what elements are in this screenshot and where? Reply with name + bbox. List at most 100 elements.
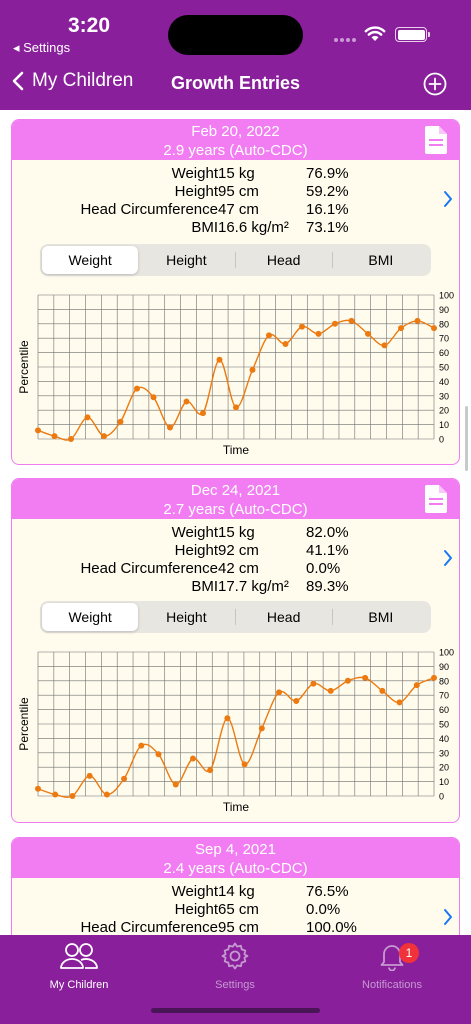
data-point <box>398 325 404 332</box>
status-time: 3:20 <box>68 14 111 37</box>
data-point <box>332 320 338 327</box>
chevron-right-icon[interactable] <box>443 549 453 567</box>
y-tick-label: 60 <box>439 705 449 715</box>
data-point <box>431 674 437 681</box>
entry-header: Feb 20, 2022 2.9 years (Auto-CDC) <box>12 120 459 160</box>
data-point <box>35 785 41 792</box>
scroll-indicator[interactable] <box>465 406 468 471</box>
entry-age: 2.7 years (Auto-CDC) <box>163 501 308 518</box>
y-tick-label: 50 <box>439 720 449 730</box>
data-point <box>327 687 334 694</box>
entry-header: Dec 24, 2021 2.7 years (Auto-CDC) <box>12 479 459 519</box>
metric-value: 15 kg <box>218 165 255 182</box>
metric-label: Head Circumference <box>80 919 218 935</box>
metric-percentile: 89.3% <box>306 578 349 595</box>
notification-badge: 1 <box>399 943 419 963</box>
metric-label: Head Circumference <box>80 201 218 218</box>
tab-notifications[interactable]: 1 Notifications <box>327 941 457 991</box>
data-point <box>310 680 317 687</box>
tab-label: My Children <box>49 979 109 991</box>
y-axis-label: Percentile <box>17 340 31 394</box>
status-back-to-settings[interactable]: ◂ Settings <box>13 40 71 55</box>
data-point <box>138 742 145 749</box>
metric-value: 16.6 kg/m² <box>218 219 289 236</box>
people-icon <box>60 943 98 969</box>
data-point <box>117 418 124 425</box>
x-axis-label: Time <box>223 443 250 457</box>
y-tick-label: 90 <box>439 305 449 315</box>
tab-my-children[interactable]: My Children <box>14 941 144 991</box>
metric-percentile: 16.1% <box>306 201 349 218</box>
entry-date: Sep 4, 2021 <box>195 841 276 858</box>
tab-settings[interactable]: Settings <box>170 941 300 991</box>
add-entry-button[interactable] <box>423 72 447 96</box>
tab-weight[interactable]: Weight <box>42 603 139 631</box>
metric-row: Head Circumference 95 cm 100.0% <box>12 919 459 935</box>
data-point <box>241 761 248 768</box>
y-tick-label: 80 <box>439 676 449 686</box>
metric-row: Head Circumference 42 cm 0.0% <box>12 560 459 578</box>
y-tick-label: 10 <box>439 420 449 430</box>
tab-label: Notifications <box>362 979 422 991</box>
entries-list[interactable]: Feb 20, 2022 2.9 years (Auto-CDC) Weight… <box>0 110 471 935</box>
home-indicator <box>151 1008 320 1013</box>
data-point <box>86 772 93 779</box>
metric-value: 65 cm <box>218 901 259 918</box>
metric-value: 15 kg <box>218 524 255 541</box>
metric-percentile: 82.0% <box>306 524 349 541</box>
chart-type-segmented-control: Weight Height Head BMI <box>40 601 431 633</box>
metric-label: Weight <box>171 524 218 541</box>
data-point <box>183 398 190 405</box>
metric-label: Weight <box>171 165 218 182</box>
metric-label: Height <box>174 901 218 918</box>
growth-entry-card[interactable]: Feb 20, 2022 2.9 years (Auto-CDC) Weight… <box>11 119 460 465</box>
metric-percentile: 76.5% <box>306 883 349 900</box>
entry-age: 2.9 years (Auto-CDC) <box>163 142 308 159</box>
document-icon[interactable] <box>425 485 447 513</box>
wifi-icon <box>364 26 386 41</box>
y-tick-label: 0 <box>439 792 444 802</box>
chevron-right-icon[interactable] <box>443 908 453 926</box>
entry-date: Dec 24, 2021 <box>190 482 281 499</box>
entry-metrics: Weight 15 kg 76.9% Height 95 cm 59.2% He… <box>12 160 459 240</box>
tab-label: Settings <box>215 979 255 991</box>
y-tick-label: 80 <box>439 319 449 329</box>
y-tick-label: 40 <box>439 377 449 387</box>
y-tick-label: 20 <box>439 763 449 773</box>
tab-head[interactable]: Head <box>266 252 301 268</box>
data-point <box>200 410 206 417</box>
y-tick-label: 0 <box>439 435 444 445</box>
data-point <box>414 317 421 324</box>
document-icon[interactable] <box>425 126 447 154</box>
metric-value: 42 cm <box>218 560 259 577</box>
tab-bmi[interactable]: BMI <box>368 252 394 268</box>
y-tick-label: 70 <box>439 334 449 344</box>
metric-percentile: 76.9% <box>306 165 349 182</box>
data-point <box>121 775 128 782</box>
y-tick-label: 100 <box>439 291 454 301</box>
y-tick-label: 10 <box>439 777 449 787</box>
tab-height[interactable]: Height <box>166 252 207 268</box>
growth-entry-card[interactable]: Dec 24, 2021 2.7 years (Auto-CDC) Weight… <box>11 478 460 823</box>
chevron-right-icon[interactable] <box>443 190 453 208</box>
tab-head[interactable]: Head <box>266 609 301 625</box>
x-axis-label: Time <box>223 800 250 814</box>
y-axis-label: Percentile <box>17 697 31 751</box>
dynamic-island <box>168 15 303 55</box>
tab-bmi[interactable]: BMI <box>368 609 394 625</box>
tab-weight[interactable]: Weight <box>42 246 139 274</box>
metric-value: 17.7 kg/m² <box>218 578 289 595</box>
growth-entry-card[interactable]: Sep 4, 2021 2.4 years (Auto-CDC) Weight … <box>11 837 460 935</box>
tab-height[interactable]: Height <box>166 609 207 625</box>
data-point <box>362 674 369 681</box>
data-point <box>224 715 231 722</box>
back-button[interactable]: My Children <box>12 70 133 92</box>
y-tick-label: 40 <box>439 734 449 744</box>
metric-value: 95 cm <box>218 183 259 200</box>
metric-percentile: 59.2% <box>306 183 349 200</box>
data-point <box>167 424 173 431</box>
y-tick-label: 60 <box>439 348 449 358</box>
data-point <box>84 414 91 421</box>
bell-icon <box>380 945 404 972</box>
data-point <box>379 687 386 694</box>
